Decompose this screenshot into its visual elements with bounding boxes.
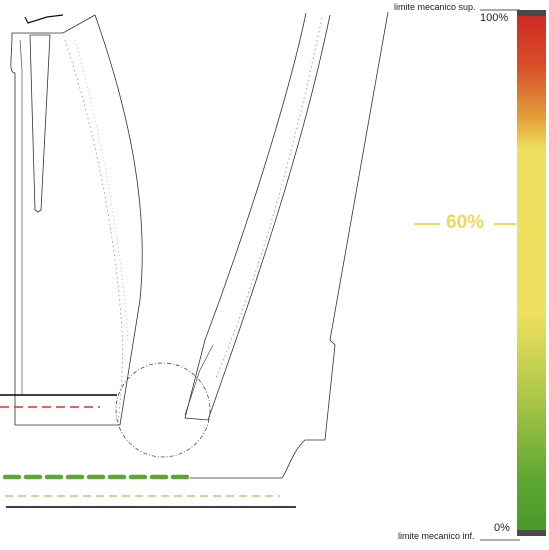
current-value-label: 60% (446, 212, 485, 233)
min-percent-label: 0% (494, 522, 510, 534)
motion-trace-left-2 (74, 39, 129, 341)
motion-trace-left (64, 39, 123, 426)
gauge-bar (517, 10, 546, 536)
corner-mark (24, 14, 64, 24)
gauge-gradient (517, 16, 546, 530)
lower-limit-label: limite mecanico inf. (398, 531, 475, 541)
swing-arm-outline (184, 12, 331, 421)
upper-limit-label: limite mecanico sup. (394, 2, 476, 12)
swing-arm-trace (214, 17, 323, 381)
gauge-cap-bottom (517, 530, 546, 536)
pivot-circle (115, 362, 211, 458)
upright-outline (10, 14, 143, 426)
swing-arm-rear (190, 11, 389, 479)
swing-arm-inner (184, 344, 214, 416)
upright-inner-line (19, 39, 23, 395)
current-value-line-right (494, 223, 516, 225)
gauge-cap-top (517, 10, 546, 16)
upright-slot (29, 34, 51, 213)
current-value-line-left (414, 223, 440, 225)
max-percent-label: 100% (480, 12, 509, 24)
